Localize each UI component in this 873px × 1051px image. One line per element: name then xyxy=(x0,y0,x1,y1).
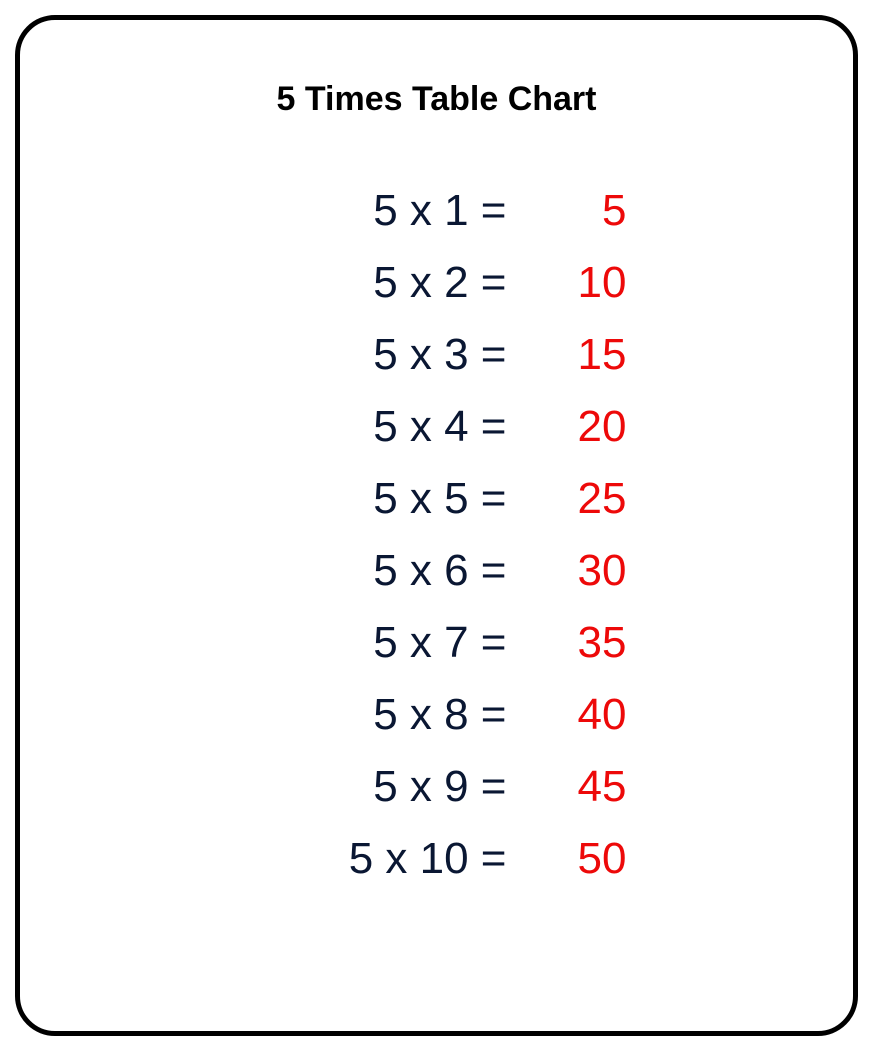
expression: 5 x 6 = xyxy=(247,549,507,593)
expression: 5 x 2 = xyxy=(247,261,507,305)
expression: 5 x 3 = xyxy=(247,333,507,377)
expression: 5 x 1 = xyxy=(247,189,507,233)
result: 50 xyxy=(507,837,627,881)
chart-title: 5 Times Table Chart xyxy=(20,80,853,119)
table-row: 5 x 8 = 40 xyxy=(247,693,627,737)
result: 40 xyxy=(507,693,627,737)
result: 5 xyxy=(507,189,627,233)
expression: 5 x 8 = xyxy=(247,693,507,737)
table-row: 5 x 7 = 35 xyxy=(247,621,627,665)
expression: 5 x 4 = xyxy=(247,405,507,449)
result: 15 xyxy=(507,333,627,377)
result: 30 xyxy=(507,549,627,593)
table-row: 5 x 10 = 50 xyxy=(247,837,627,881)
table-row: 5 x 5 = 25 xyxy=(247,477,627,521)
expression: 5 x 7 = xyxy=(247,621,507,665)
expression: 5 x 10 = xyxy=(247,837,507,881)
table-row: 5 x 1 = 5 xyxy=(247,189,627,233)
table-row: 5 x 2 = 10 xyxy=(247,261,627,305)
table-row: 5 x 3 = 15 xyxy=(247,333,627,377)
result: 35 xyxy=(507,621,627,665)
expression: 5 x 9 = xyxy=(247,765,507,809)
times-table-rows: 5 x 1 = 5 5 x 2 = 10 5 x 3 = 15 5 x 4 = … xyxy=(20,189,853,881)
expression: 5 x 5 = xyxy=(247,477,507,521)
result: 10 xyxy=(507,261,627,305)
result: 25 xyxy=(507,477,627,521)
table-row: 5 x 6 = 30 xyxy=(247,549,627,593)
result: 45 xyxy=(507,765,627,809)
result: 20 xyxy=(507,405,627,449)
table-row: 5 x 9 = 45 xyxy=(247,765,627,809)
table-row: 5 x 4 = 20 xyxy=(247,405,627,449)
times-table-card: 5 Times Table Chart 5 x 1 = 5 5 x 2 = 10… xyxy=(15,15,858,1036)
